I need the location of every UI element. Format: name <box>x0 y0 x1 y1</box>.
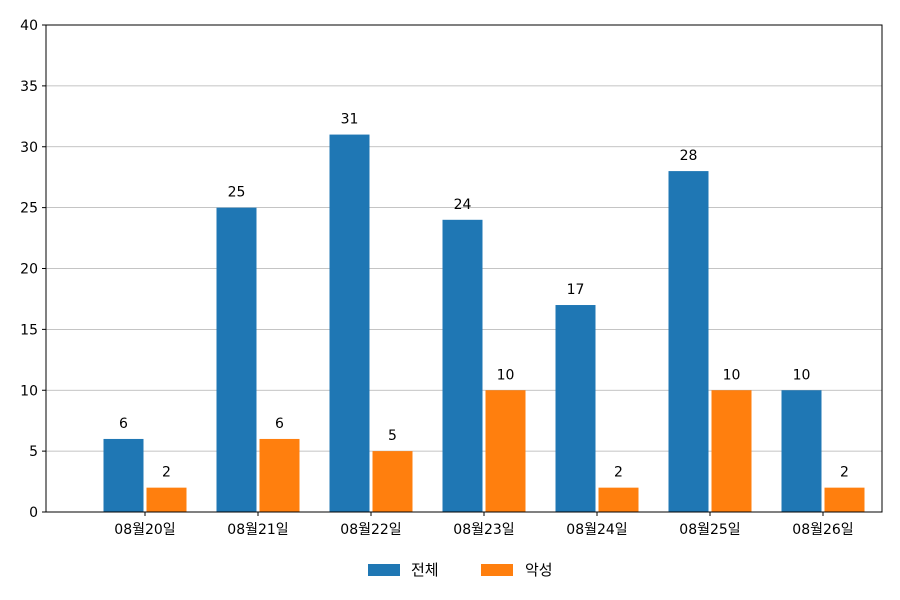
data-label: 2 <box>840 465 849 481</box>
data-label: 2 <box>162 465 171 481</box>
data-label: 2 <box>614 465 623 481</box>
bar-total <box>781 390 822 512</box>
bar-malicious <box>372 451 413 512</box>
bar-malicious <box>485 390 526 512</box>
bar-malicious <box>711 390 752 512</box>
bar-malicious <box>598 487 639 512</box>
data-label: 10 <box>497 367 515 383</box>
legend-label: 전체 <box>411 561 439 579</box>
y-tick-label: 20 <box>20 262 38 278</box>
data-label: 24 <box>454 197 472 213</box>
x-tick-label: 08월25일 <box>679 522 740 538</box>
x-tick-label: 08월24일 <box>566 522 627 538</box>
data-label: 5 <box>388 428 397 444</box>
bar-total <box>103 438 144 512</box>
bar-malicious <box>824 487 865 512</box>
x-tick-label: 08월23일 <box>453 522 514 538</box>
bar-total <box>442 219 483 513</box>
x-tick-label: 08월20일 <box>114 522 175 538</box>
data-label: 28 <box>680 148 698 164</box>
x-axis: 08월20일 08월21일 08월22일 08월23일 08월24일 08월25일 08월2… <box>114 512 854 538</box>
y-axis: 0 5 10 15 20 25 30 35 40 <box>20 18 46 521</box>
x-tick-label: 08월22일 <box>340 522 401 538</box>
legend-swatch-total <box>368 564 400 576</box>
data-label: 31 <box>341 112 359 128</box>
y-tick-label: 30 <box>20 140 38 156</box>
bars <box>103 134 865 513</box>
legend-swatch-malicious <box>481 564 513 576</box>
bar-malicious <box>146 487 187 512</box>
y-tick-label: 40 <box>20 18 38 34</box>
data-label: 10 <box>723 367 741 383</box>
data-label: 6 <box>119 416 128 432</box>
legend-label: 악성 <box>525 561 553 579</box>
data-labels: 6 2 25 6 31 5 24 10 17 2 28 10 10 2 <box>119 112 849 481</box>
data-label: 6 <box>275 416 284 432</box>
bar-total <box>668 171 709 512</box>
bar-malicious <box>259 438 300 512</box>
bar-total <box>555 305 596 512</box>
y-tick-label: 15 <box>20 322 38 338</box>
x-tick-label: 08월21일 <box>227 522 288 538</box>
data-label: 17 <box>567 282 585 298</box>
x-tick-label: 08월26일 <box>792 522 853 538</box>
y-tick-label: 5 <box>29 444 38 460</box>
data-label: 10 <box>793 367 811 383</box>
bar-total <box>216 207 257 512</box>
legend: 전체 악성 <box>368 561 553 579</box>
y-tick-label: 0 <box>29 505 38 521</box>
y-tick-label: 35 <box>20 79 38 95</box>
data-label: 25 <box>228 185 246 201</box>
y-tick-label: 25 <box>20 201 38 217</box>
bar-total <box>329 134 370 512</box>
y-tick-label: 10 <box>20 383 38 399</box>
